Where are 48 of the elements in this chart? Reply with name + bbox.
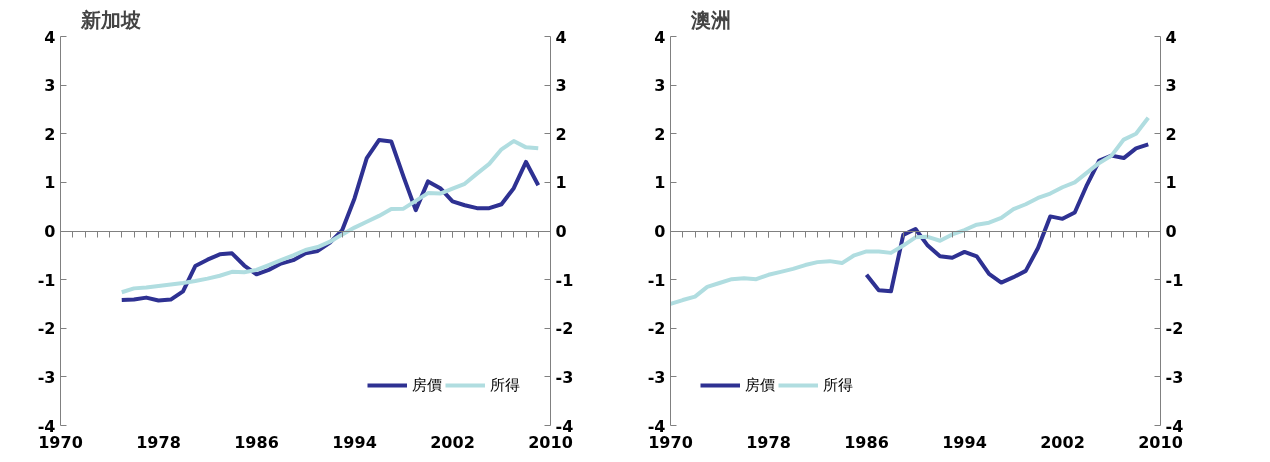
y2-tick-label: -2 <box>1165 319 1184 339</box>
y2-tick-label: 4 <box>555 27 567 47</box>
y2-tick-label: -1 <box>555 270 574 290</box>
x-tick-label: 1978 <box>746 432 791 452</box>
y-tick-label: 3 <box>44 76 56 96</box>
y2-tick-label: -3 <box>555 367 574 387</box>
chart-title: 新加坡 <box>79 7 141 32</box>
x-tick-label: 1978 <box>136 432 181 452</box>
y-tick-label: -2 <box>37 319 56 339</box>
legend-label: 房價 <box>412 375 442 395</box>
x-tick-label: 2002 <box>1040 432 1085 452</box>
y2-tick-label: 3 <box>555 76 567 96</box>
y2-tick-label: 3 <box>1165 76 1177 96</box>
y-tick-label: 2 <box>44 124 56 144</box>
y-tick-label: 0 <box>44 222 56 241</box>
y-tick-label: -2 <box>647 319 666 339</box>
y-tick-label: 1 <box>44 173 56 193</box>
legend-label: 所得 <box>490 375 520 395</box>
x-tick-label: 1986 <box>234 432 279 452</box>
y2-tick-label: 4 <box>1165 27 1177 47</box>
y2-tick-label: 1 <box>1165 173 1177 193</box>
chart-title: 澳洲 <box>689 7 731 32</box>
y2-tick-label: 1 <box>555 173 567 193</box>
x-tick-label: 1986 <box>844 432 889 452</box>
x-tick-label: 1994 <box>942 432 987 452</box>
y2-tick-label: -1 <box>1165 270 1184 290</box>
legend-label: 所得 <box>823 375 853 395</box>
legend-label: 房價 <box>745 375 775 395</box>
y-tick-label: 4 <box>654 27 666 47</box>
y-tick-label: -3 <box>37 367 56 387</box>
y2-tick-label: 0 <box>1165 222 1177 241</box>
y-tick-label: -1 <box>647 270 666 290</box>
line-series <box>864 142 1151 294</box>
y-tick-label: 3 <box>654 76 666 96</box>
y2-tick-label: -2 <box>555 319 574 339</box>
y-tick-label: 1 <box>654 173 666 193</box>
y2-tick-label: -3 <box>1165 367 1184 387</box>
x-tick-label: 2002 <box>430 432 475 452</box>
x-tick-label: 1994 <box>332 432 377 452</box>
y-tick-label: 4 <box>44 27 56 47</box>
y-tick-label: 0 <box>654 222 666 241</box>
y-tick-label: 2 <box>654 124 666 144</box>
line-series <box>670 115 1151 306</box>
y-tick-label: -1 <box>37 270 56 290</box>
y2-tick-label: 0 <box>555 222 567 241</box>
y-tick-label: -3 <box>647 367 666 387</box>
y2-tick-label: 2 <box>1165 124 1177 144</box>
y2-tick-label: 2 <box>555 124 567 144</box>
